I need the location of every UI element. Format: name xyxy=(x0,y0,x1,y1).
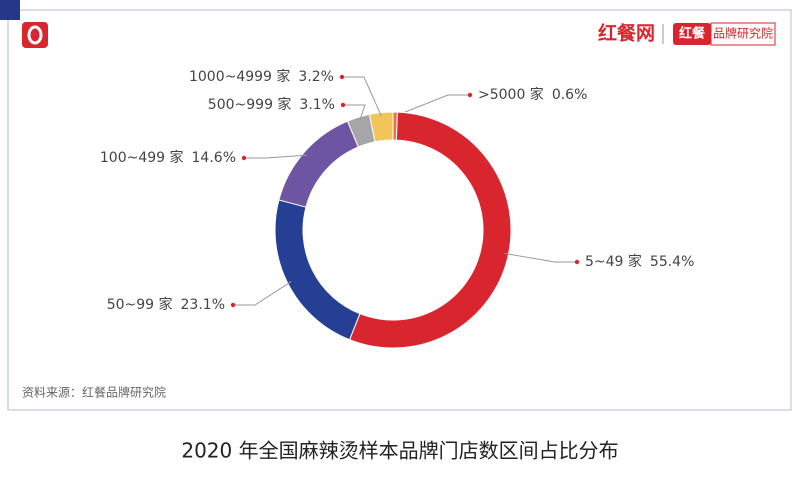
slice-label: 100~499 家 14.6% xyxy=(100,149,236,166)
slice-category: >5000 家 xyxy=(478,86,544,103)
slice-value: 14.6% xyxy=(192,150,236,166)
slice-value: 3.2% xyxy=(298,69,334,85)
slice-value: 0.6% xyxy=(552,87,588,103)
leader-dot xyxy=(574,259,580,265)
donut-slice xyxy=(368,111,394,143)
slice-value: 3.1% xyxy=(299,97,335,113)
brand-name: 红餐网 xyxy=(598,22,655,45)
leader-line xyxy=(504,252,577,263)
slice-category: 5~49 家 xyxy=(585,253,642,270)
slice-label: 1000~4999 家 3.2% xyxy=(189,68,334,85)
slice-label: 50~99 家 23.1% xyxy=(107,296,225,313)
leader-dot xyxy=(230,302,236,308)
chart-title: 2020 年全国麻辣烫样本品牌门店数区间占比分布 xyxy=(181,439,618,463)
slice-category: 50~99 家 xyxy=(107,296,173,313)
leader-line xyxy=(244,154,308,159)
leader-dot xyxy=(467,92,473,98)
source: 资料来源：红餐品牌研究院 xyxy=(22,385,166,400)
leader-line xyxy=(342,76,383,117)
corner-mark xyxy=(0,0,20,20)
slice-label: 500~999 家 3.1% xyxy=(208,96,335,113)
brand-badge-text: 红餐 xyxy=(679,26,706,42)
leader-dot xyxy=(241,155,247,161)
leader-line xyxy=(394,94,470,117)
leader-dot xyxy=(339,74,345,80)
slice-value: 23.1% xyxy=(181,297,225,313)
leader-dot xyxy=(340,102,346,108)
slice-label: 5~49 家 55.4% xyxy=(585,253,694,270)
slice-value: 55.4% xyxy=(650,254,694,270)
frame xyxy=(7,9,792,411)
donut-slice xyxy=(348,111,512,349)
leader-line xyxy=(233,281,292,306)
leader-line xyxy=(343,104,366,122)
brand-institute-box xyxy=(710,22,776,46)
slice-label: >5000 家 0.6% xyxy=(478,86,587,103)
logo-icon-ring xyxy=(27,25,43,45)
slice-category: 500~999 家 xyxy=(208,96,292,113)
brand-institute: 品牌研究院 xyxy=(713,26,773,41)
slice-category: 100~499 家 xyxy=(100,149,184,166)
slice-category: 1000~4999 家 xyxy=(189,68,290,85)
logo-icon xyxy=(22,22,48,48)
brand-badge xyxy=(673,23,711,45)
